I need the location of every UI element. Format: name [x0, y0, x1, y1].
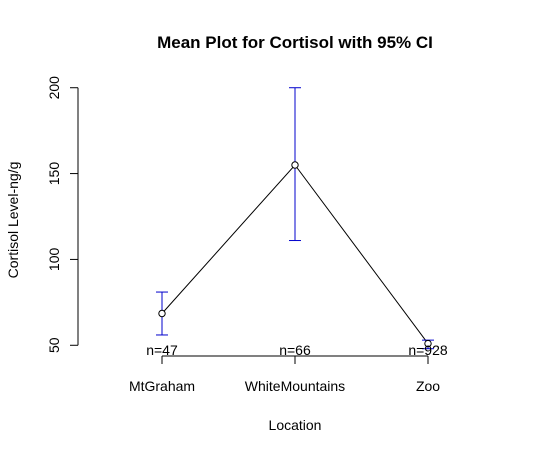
count-label: n=928	[408, 342, 448, 358]
mean-point	[424, 339, 432, 348]
count-label: n=47	[146, 342, 178, 358]
x-tick-label: MtGraham	[129, 378, 195, 394]
mean-point	[158, 309, 166, 318]
y-tick-label: 200	[46, 76, 62, 100]
y-tick-label: 50	[46, 337, 62, 353]
count-label: n=66	[279, 342, 311, 358]
x-tick-label: WhiteMountains	[245, 378, 345, 394]
y-tick-label: 150	[46, 162, 62, 186]
y-tick-label: 100	[46, 248, 62, 272]
chart-marks: 50 100 150 200 MtGraham WhiteMountains Zoo n=47…	[46, 76, 448, 394]
mean-point	[291, 161, 299, 169]
x-tick-label: Zoo	[416, 378, 440, 394]
y-axis-label: Cortisol Level-ng/g	[5, 162, 21, 279]
x-axis-label: Location	[269, 417, 322, 433]
chart-title: Mean Plot for Cortisol with 95% CI	[157, 33, 433, 52]
